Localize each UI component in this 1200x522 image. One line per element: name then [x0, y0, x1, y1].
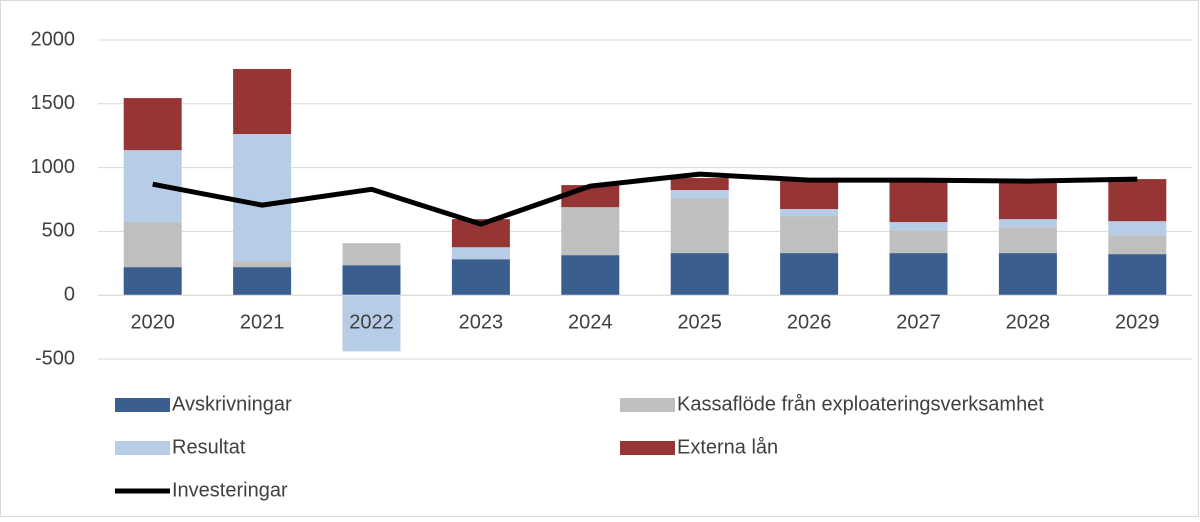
bar	[233, 267, 292, 296]
bar	[670, 178, 729, 191]
bar	[889, 253, 948, 296]
bar	[1108, 179, 1167, 222]
x-tick-label: 2025	[677, 311, 722, 333]
x-tick-label: 2020	[130, 311, 175, 333]
bar	[342, 243, 401, 266]
y-tick-label: 1500	[31, 92, 76, 114]
x-tick-label: 2022	[349, 311, 394, 333]
bar	[670, 198, 729, 254]
bar	[561, 207, 620, 256]
bar	[670, 190, 729, 199]
bar	[451, 259, 510, 296]
legend-label: Externa lån	[677, 436, 778, 458]
bar	[1108, 221, 1167, 236]
x-tick-label: 2021	[240, 311, 285, 333]
legend-label: Avskrivningar	[172, 393, 292, 415]
legend-swatch	[620, 441, 675, 455]
bar	[123, 222, 182, 268]
x-tick-label: 2028	[1006, 311, 1051, 333]
legend-label: Resultat	[172, 436, 246, 458]
bar	[998, 181, 1057, 220]
bar	[889, 222, 948, 231]
legend-label: Kassaflöde från exploateringsverksamhet	[677, 393, 1044, 415]
x-tick-label: 2023	[459, 311, 504, 333]
bar	[561, 255, 620, 296]
bar	[1108, 254, 1167, 296]
bar	[123, 98, 182, 151]
bar	[233, 68, 292, 135]
bar	[780, 253, 839, 296]
y-tick-label: 0	[64, 283, 75, 305]
x-tick-label: 2026	[787, 311, 832, 333]
legend-swatch	[620, 398, 675, 412]
bar	[998, 227, 1057, 254]
bar	[780, 209, 839, 217]
bar	[233, 134, 292, 262]
x-tick-label: 2027	[896, 311, 941, 333]
bar	[1108, 235, 1167, 255]
bar	[780, 180, 839, 210]
bar	[451, 247, 510, 260]
legend-label: Investeringar	[172, 479, 288, 501]
bar	[998, 219, 1057, 228]
bar	[342, 265, 401, 296]
y-tick-label: -500	[35, 347, 75, 369]
bar	[233, 261, 292, 268]
line	[152, 171, 1138, 227]
x-tick-label: 2024	[568, 311, 613, 333]
legend-swatch	[115, 398, 170, 412]
bar	[670, 253, 729, 296]
y-tick-label: 1000	[31, 156, 76, 178]
bar	[889, 230, 948, 254]
bar	[342, 295, 401, 352]
bar	[889, 180, 948, 223]
legend-swatch	[115, 441, 170, 455]
y-tick-label: 500	[42, 220, 75, 242]
bar	[780, 216, 839, 254]
bar	[998, 253, 1057, 296]
x-tick-label: 2029	[1115, 311, 1160, 333]
bar	[123, 267, 182, 296]
y-tick-label: 2000	[31, 28, 76, 50]
